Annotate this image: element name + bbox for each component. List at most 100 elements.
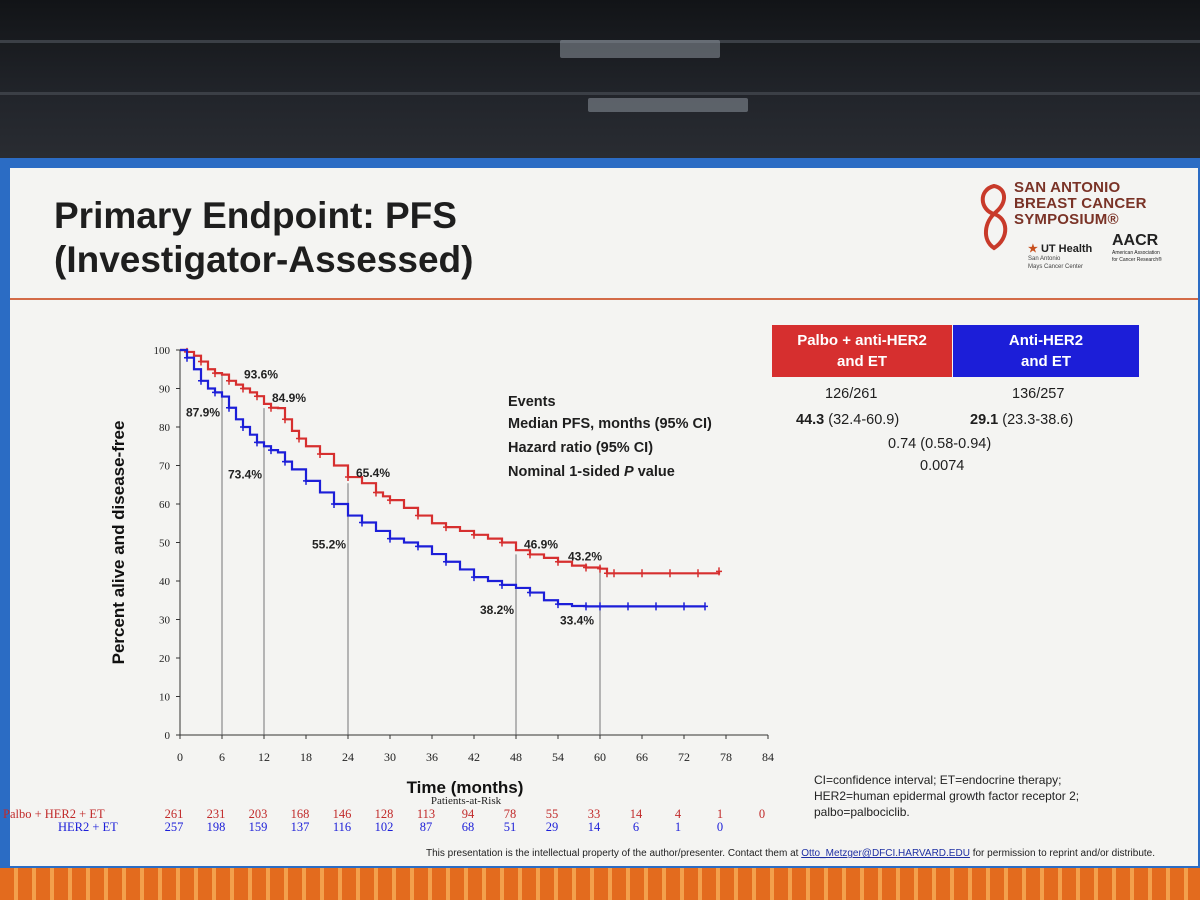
logo-line-2: BREAST CANCER bbox=[1014, 195, 1147, 212]
ribbon-logo-icon bbox=[980, 183, 1008, 251]
risk-cell: 51 bbox=[504, 820, 517, 834]
x-tick-label: 54 bbox=[552, 750, 564, 764]
palbo-censor-mark bbox=[387, 496, 393, 505]
palbo-censor-mark bbox=[226, 376, 232, 385]
y-tick-label: 0 bbox=[165, 730, 171, 742]
anti-censor-mark bbox=[331, 500, 337, 508]
p-label-pre: Nominal 1-sided bbox=[508, 464, 625, 480]
risk-cell: 203 bbox=[249, 807, 268, 821]
ip-email-link[interactable]: Otto_Metzger@DFCI.HARVARD.EDU bbox=[801, 848, 970, 859]
logo-line-1: SAN ANTONIO bbox=[1014, 179, 1121, 196]
risk-cell: 231 bbox=[207, 807, 226, 821]
anti-censor-mark bbox=[471, 573, 477, 582]
p-value: 0.0074 bbox=[920, 458, 965, 474]
anti-censor-mark bbox=[555, 600, 561, 609]
anti-censor-mark bbox=[212, 388, 218, 397]
palbo-censor-mark bbox=[373, 488, 379, 497]
ut-sub-1: San Antonio bbox=[1028, 256, 1061, 262]
events-palbo: 126/261 bbox=[825, 386, 878, 402]
palbo-censor-mark bbox=[583, 563, 589, 572]
y-tick-label: 30 bbox=[159, 615, 171, 627]
stage-decor-stripe bbox=[0, 868, 1200, 900]
risk-cell: 33 bbox=[588, 807, 601, 821]
risk-cell: 14 bbox=[588, 820, 601, 834]
arm-header-palbo-line-1: Palbo + anti-HER2 bbox=[797, 332, 927, 349]
x-tick-label: 24 bbox=[342, 750, 354, 764]
arm-header-palbo-line-2: and ET bbox=[836, 353, 887, 370]
risk-cell: 113 bbox=[417, 807, 435, 821]
title-line-2: (Investigator-Assessed) bbox=[54, 239, 474, 280]
palbo-censor-mark bbox=[555, 557, 561, 566]
y-tick-label: 50 bbox=[159, 538, 171, 550]
risk-cell: 146 bbox=[333, 807, 352, 821]
x-tick-label: 12 bbox=[258, 750, 270, 764]
footnote-line-1: CI=confidence interval; ET=endocrine the… bbox=[814, 773, 1062, 787]
risk-cell: 1 bbox=[675, 820, 681, 834]
x-tick-label: 36 bbox=[426, 750, 438, 764]
anti-censor-mark bbox=[359, 518, 365, 527]
x-tick-label: 72 bbox=[678, 750, 690, 764]
x-tick-label: 42 bbox=[468, 750, 480, 764]
risk-cell: 78 bbox=[504, 807, 517, 821]
arm-header-palbo: Palbo + anti-HER2 and ET bbox=[772, 325, 952, 377]
risk-cell: 4 bbox=[675, 807, 682, 821]
y-tick-label: 100 bbox=[154, 345, 171, 357]
palbo-censor-mark bbox=[282, 415, 288, 424]
landmark-label: 73.4% bbox=[228, 467, 262, 481]
arm-header-anti-line-2: and ET bbox=[1020, 353, 1071, 370]
p-label: Nominal 1-sided P value bbox=[508, 464, 675, 480]
median-palbo-ci: (32.4-60.9) bbox=[828, 412, 900, 428]
p-label-italic: P bbox=[624, 464, 634, 480]
anti-censor-mark bbox=[702, 602, 708, 611]
risk-cell: 261 bbox=[165, 807, 184, 821]
risk-cell: 128 bbox=[375, 807, 394, 821]
hr-label: Hazard ratio (95% CI) bbox=[508, 440, 654, 456]
palbo-censor-mark bbox=[604, 569, 610, 578]
truss-beam bbox=[0, 92, 1200, 95]
slide: Primary Endpoint: PFS (Investigator-Asse… bbox=[10, 168, 1198, 868]
anti-censor-mark bbox=[527, 588, 533, 597]
aacr-sub-2: for Cancer Research® bbox=[1112, 257, 1162, 263]
aacr-logo: AACR American Association for Cancer Res… bbox=[1112, 232, 1162, 264]
anti-censor-mark bbox=[415, 542, 421, 551]
landmark-label: 87.9% bbox=[186, 406, 220, 420]
x-tick-label: 6 bbox=[219, 750, 225, 764]
anti-censor-mark bbox=[254, 438, 260, 447]
risk-cell: 55 bbox=[546, 807, 559, 821]
chart-axes: 0 6 12 18 24 30 36 42 48 54 60 66 72 78 84 0 10 20 30 40 50 6… bbox=[154, 345, 775, 764]
ip-text: This presentation is the intellectual pr… bbox=[426, 848, 802, 859]
palbo-censor-mark bbox=[527, 550, 533, 559]
y-axis-label: Percent alive and disease-free bbox=[109, 421, 128, 665]
y-tick-label: 10 bbox=[159, 692, 171, 704]
x-tick-label: 60 bbox=[594, 750, 606, 764]
y-tick-label: 70 bbox=[159, 461, 171, 473]
anti-censor-mark bbox=[226, 403, 232, 412]
landmark-label: 55.2% bbox=[312, 537, 346, 551]
risk-table-title: Patients-at-Risk bbox=[431, 795, 502, 807]
arm-header-anti: Anti-HER2 and ET bbox=[953, 325, 1139, 377]
palbo-censor-mark bbox=[499, 538, 505, 547]
median-label: Median PFS, months (95% CI) bbox=[508, 416, 712, 432]
p-label-post: value bbox=[633, 464, 675, 480]
annotation-layer: 93.6% 84.9% 65.4% 46.9% 43.2% 87.9% 73.4% 55.2%… bbox=[186, 368, 602, 628]
ceiling-light bbox=[588, 98, 748, 112]
palbo-censor-mark bbox=[254, 392, 260, 401]
y-tick-label: 60 bbox=[159, 499, 171, 511]
palbo-censor-mark bbox=[212, 369, 218, 378]
anti-censor-mark bbox=[597, 602, 603, 611]
y-tick-label: 90 bbox=[159, 384, 171, 396]
risk-row-label: Palbo + HER2 + ET bbox=[3, 807, 105, 821]
landmark-label: 93.6% bbox=[244, 368, 278, 382]
title-divider bbox=[10, 298, 1198, 300]
anti-censor-mark bbox=[499, 580, 505, 589]
anti-censor-mark bbox=[240, 423, 246, 431]
ut-sub-2: Mays Cancer Center bbox=[1028, 264, 1084, 270]
risk-cell: 168 bbox=[291, 807, 310, 821]
title-line-1: Primary Endpoint: PFS bbox=[54, 195, 457, 236]
logo-line-3: SYMPOSIUM® bbox=[1014, 211, 1119, 228]
palbo-censor-mark bbox=[296, 434, 302, 443]
x-tick-label: 18 bbox=[300, 750, 312, 764]
logo-text: SAN ANTONIO BREAST CANCER SYMPOSIUM® bbox=[1014, 180, 1147, 228]
palbo-series-line bbox=[180, 348, 721, 575]
